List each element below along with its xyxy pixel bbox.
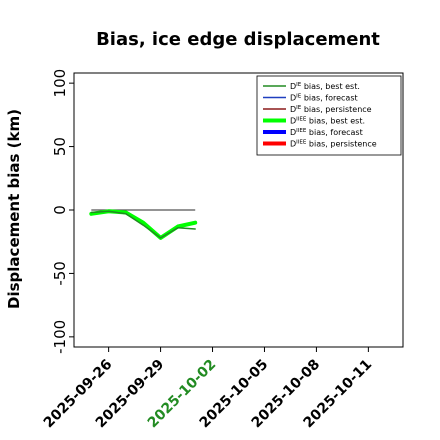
y-tick-label: 0 <box>51 205 69 215</box>
legend: DIE bias, best est. DIE bias, forecast DIE… <box>256 75 402 156</box>
legend-label: DIE bias, persistence <box>290 105 372 114</box>
legend-label: DIIEE bias, persistence <box>290 140 377 149</box>
legend-label: DIIEE bias, best est. <box>290 117 365 126</box>
y-tick-label: 50 <box>51 137 69 156</box>
y-tick-label: -100 <box>51 320 69 354</box>
legend-label: DIE bias, best est. <box>290 82 360 91</box>
chart-title: Bias, ice edge displacement <box>96 29 380 50</box>
y-tick-label: 100 <box>51 69 69 98</box>
x-axis: 2025-09-262025-09-292025-10-022025-10-05… <box>41 347 375 431</box>
y-axis: -100 -50 0 50 100 <box>51 69 74 354</box>
y-tick-label: -50 <box>51 261 69 286</box>
series-line <box>90 210 196 239</box>
legend-label: DIIEE bias, forecast <box>290 128 363 137</box>
plot-area <box>89 209 198 240</box>
legend-label: DIE bias, forecast <box>290 94 358 103</box>
y-axis-label: Displacement bias (km) <box>5 109 23 309</box>
